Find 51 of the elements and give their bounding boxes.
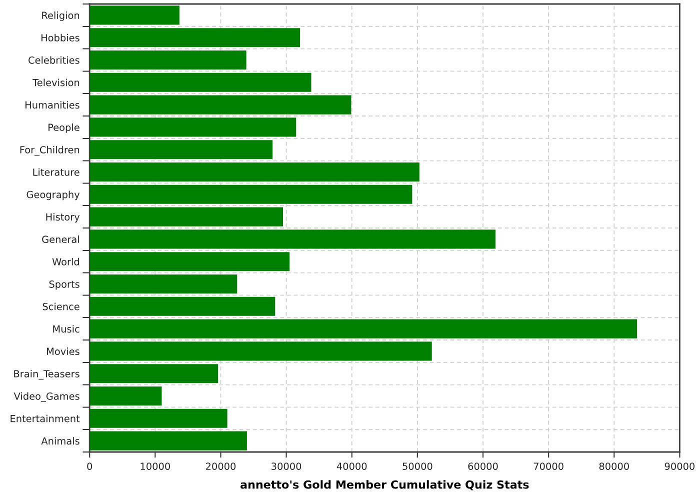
y-tick-label: Brain_Teasers xyxy=(14,370,80,380)
x-axis-title: annetto's Gold Member Cumulative Quiz Stats xyxy=(240,480,529,490)
y-tick-label: Religion xyxy=(42,12,80,21)
y-tick-label: Television xyxy=(32,78,80,86)
x-tick-label: 20000 xyxy=(206,462,236,470)
bar xyxy=(90,28,300,48)
y-tick-label: Humanities xyxy=(26,101,80,109)
y-tick-label: Literature xyxy=(33,168,80,176)
bar xyxy=(90,319,638,338)
bar xyxy=(90,6,180,25)
bar xyxy=(90,274,238,294)
bar xyxy=(90,342,432,361)
x-tick-label: 60000 xyxy=(468,462,498,470)
y-tick-label: Music xyxy=(53,325,80,333)
bar xyxy=(90,50,246,70)
y-tick-label: Hobbies xyxy=(41,34,80,42)
bar xyxy=(90,408,228,428)
y-tick-label: General xyxy=(42,236,79,244)
y-tick-label: History xyxy=(46,213,80,223)
y-tick-label: Video_Games xyxy=(14,392,80,402)
y-tick-label: Movies xyxy=(46,348,80,356)
bar xyxy=(90,162,420,182)
x-tick-label: 90000 xyxy=(664,462,695,470)
y-tick-label: Science xyxy=(42,302,80,310)
x-tick-label: 0 xyxy=(87,462,92,470)
y-tick-label: Entertainment xyxy=(10,414,80,422)
y-tick-label: For_Children xyxy=(20,146,80,156)
bar xyxy=(90,252,290,272)
x-tick-label: 30000 xyxy=(272,462,302,470)
bar xyxy=(90,72,312,92)
bar xyxy=(90,95,352,114)
bar xyxy=(90,431,247,450)
y-tick-label: Animals xyxy=(41,437,80,445)
x-tick-label: 80000 xyxy=(599,462,629,470)
x-tick-label: 40000 xyxy=(336,462,367,470)
bar xyxy=(90,184,412,204)
x-tick-label: 50000 xyxy=(402,462,432,470)
y-tick-label: Sports xyxy=(49,280,80,290)
y-tick-label: Geography xyxy=(26,190,80,200)
bar xyxy=(90,364,218,384)
bar xyxy=(90,386,162,406)
y-tick-label: Celebrities xyxy=(28,56,80,64)
bar xyxy=(90,140,273,160)
y-tick-label: World xyxy=(52,258,79,266)
bar xyxy=(90,230,496,249)
bar xyxy=(90,296,276,316)
bar xyxy=(90,207,284,226)
bar xyxy=(90,118,296,137)
y-tick-label: People xyxy=(48,124,80,133)
x-tick-label: 70000 xyxy=(534,462,564,470)
x-tick-label: 10000 xyxy=(140,462,170,470)
